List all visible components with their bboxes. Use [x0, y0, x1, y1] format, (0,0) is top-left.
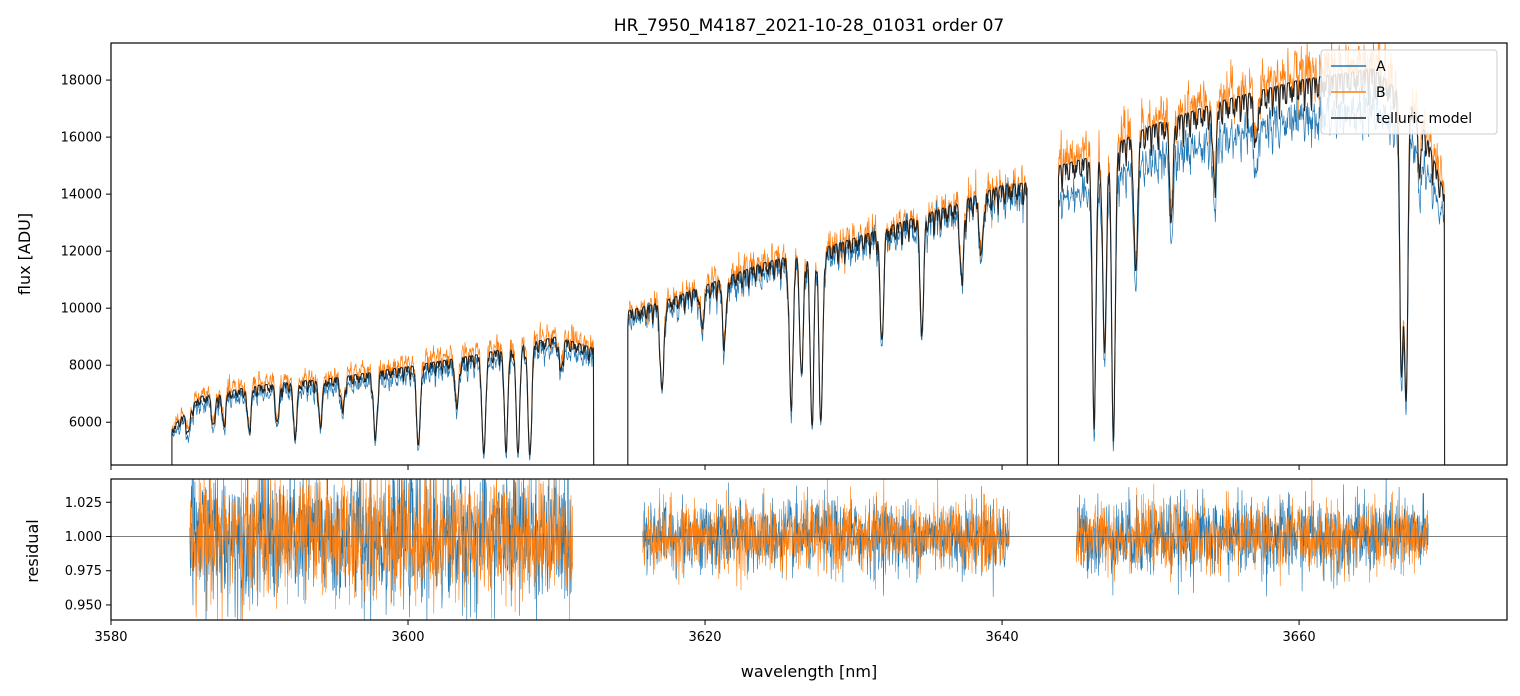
residual-y-tick-label-0.950: 0.950	[65, 598, 102, 613]
residual-line-A-segment-1	[189, 479, 573, 620]
spectrum-x-ticks	[110, 465, 1300, 470]
residual-y-tick-label-0.975: 0.975	[65, 564, 102, 579]
chart-title: HR_7950_M4187_2021-10-28_01031 order 07	[614, 16, 1004, 36]
residual-plot-area	[111, 479, 1507, 620]
spectrum-y-tick-label-8000: 8000	[69, 359, 102, 374]
series-B-spectrum	[171, 43, 1445, 465]
spectrum-y-tick-label-18000: 18000	[61, 74, 102, 89]
legend-label-B: B	[1376, 85, 1386, 101]
x-tick-label-3580: 3580	[94, 630, 127, 645]
residual-x-ticks: 3580 3600 3620 3640 3660	[94, 620, 1316, 645]
spectrum-line-telluric-model-segment-2	[627, 182, 1028, 465]
spectrum-y-tick-label-6000: 6000	[69, 416, 102, 431]
spectrum-line-A-segment-3	[1058, 80, 1445, 465]
spectrum-y-tick-label-16000: 16000	[61, 131, 102, 146]
spectrum-y-axis-label: flux [ADU]	[15, 213, 34, 295]
legend-label-telluric-model: telluric model	[1376, 111, 1472, 127]
spectrum-y-tick-label-12000: 12000	[61, 245, 102, 260]
spectrum-axes-frame	[110, 42, 1508, 466]
spectrum-y-tick-label-10000: 10000	[61, 302, 102, 317]
x-tick-label-3620: 3620	[688, 630, 721, 645]
spectrum-y-tick-label-14000: 14000	[61, 188, 102, 203]
series-B-residual	[189, 479, 1429, 620]
series-telluric-model	[171, 67, 1446, 465]
spectrum-y-ticks: 6000 8000 10000 12000 14000 16000 18000	[61, 74, 111, 431]
spectrum-line-A-segment-2	[627, 177, 1028, 465]
residual-y-axis-label: residual	[23, 519, 42, 582]
residual-y-tick-label-1.000: 1.000	[65, 530, 102, 545]
residual-line-B-segment-3	[1076, 479, 1429, 587]
spectrum-line-A-segment-1	[171, 339, 595, 465]
x-axis-label: wavelength [nm]	[741, 662, 878, 681]
legend-label-A: A	[1376, 59, 1386, 75]
residual-y-tick-label-1.025: 1.025	[65, 496, 102, 511]
spectrum-plot-area	[171, 43, 1446, 465]
residual-axes-frame	[110, 478, 1508, 621]
x-tick-label-3640: 3640	[986, 630, 1019, 645]
residual-line-B-segment-1	[189, 479, 573, 620]
residual-line-B-segment-2	[642, 479, 1010, 591]
x-tick-label-3600: 3600	[391, 630, 424, 645]
legend: A B telluric model	[1320, 49, 1498, 135]
legend-box	[1320, 49, 1498, 135]
x-tick-label-3660: 3660	[1283, 630, 1316, 645]
spectrum-line-telluric-model-segment-1	[171, 336, 595, 465]
residual-y-ticks: 0.950 0.975 1.000 1.025	[65, 496, 111, 613]
